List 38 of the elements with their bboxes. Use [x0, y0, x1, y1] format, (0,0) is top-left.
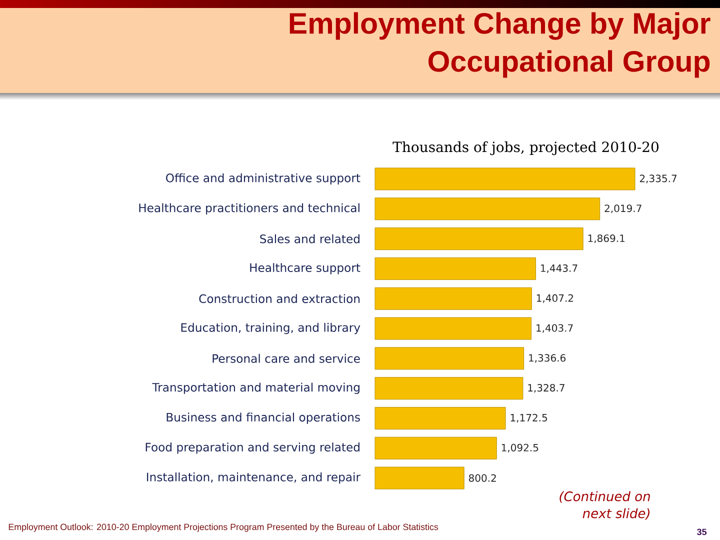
y-tick-label: Healthcare practitioners and technical — [139, 203, 360, 214]
y-tick-label: Sales and related — [260, 234, 360, 244]
y-tick-label: Healthcare support — [250, 263, 360, 274]
bar — [374, 257, 536, 280]
data-label: 1,172.5 — [510, 414, 547, 423]
bar — [374, 168, 636, 190]
data-label: 1,869.1 — [588, 234, 624, 244]
data-label: 1,336.6 — [529, 354, 566, 363]
bar — [374, 198, 600, 220]
bar — [374, 436, 497, 460]
bar — [374, 466, 464, 490]
bar — [374, 347, 524, 370]
annotation: (Continued on next slide) — [560, 491, 650, 520]
chart-subtitle: Thousands of jobs, projected 2010-20 — [392, 141, 658, 156]
text: 35 — [697, 528, 707, 536]
data-label: 2,019.7 — [604, 204, 642, 214]
text: Employment Outlook: 2010-20 Employment Projections Program Presented by the Bureau of Labor Statistics — [8, 524, 438, 532]
y-tick-label: Office and administrative support — [166, 173, 360, 185]
data-label: 1,443.7 — [541, 264, 578, 273]
data-label: 2,335.7 — [640, 174, 677, 184]
data-label: 1,092.5 — [502, 444, 538, 452]
bar — [374, 287, 532, 310]
data-label: 1,328.7 — [528, 384, 564, 393]
data-label: 1,403.7 — [536, 324, 573, 333]
bar — [374, 406, 506, 430]
data-label: 1,407.2 — [536, 294, 573, 303]
bar — [374, 377, 524, 400]
data-label: 800.2 — [468, 474, 496, 482]
bar — [374, 317, 532, 340]
y-tick-label: Construction and extraction — [199, 294, 360, 304]
y-tick-label: Transportation and material moving — [152, 382, 360, 394]
bar — [374, 228, 584, 250]
y-tick-label: Installation, maintenance, and repair — [147, 472, 361, 484]
y-tick-label: Food preparation and serving related — [146, 442, 360, 454]
y-tick-label: Business and financial operations — [166, 412, 360, 424]
chart-title: Employment Change by Major Occupational Group — [290, 12, 710, 78]
y-tick-label: Personal care and service — [212, 354, 360, 363]
y-tick-label: Education, training, and library — [181, 322, 360, 334]
